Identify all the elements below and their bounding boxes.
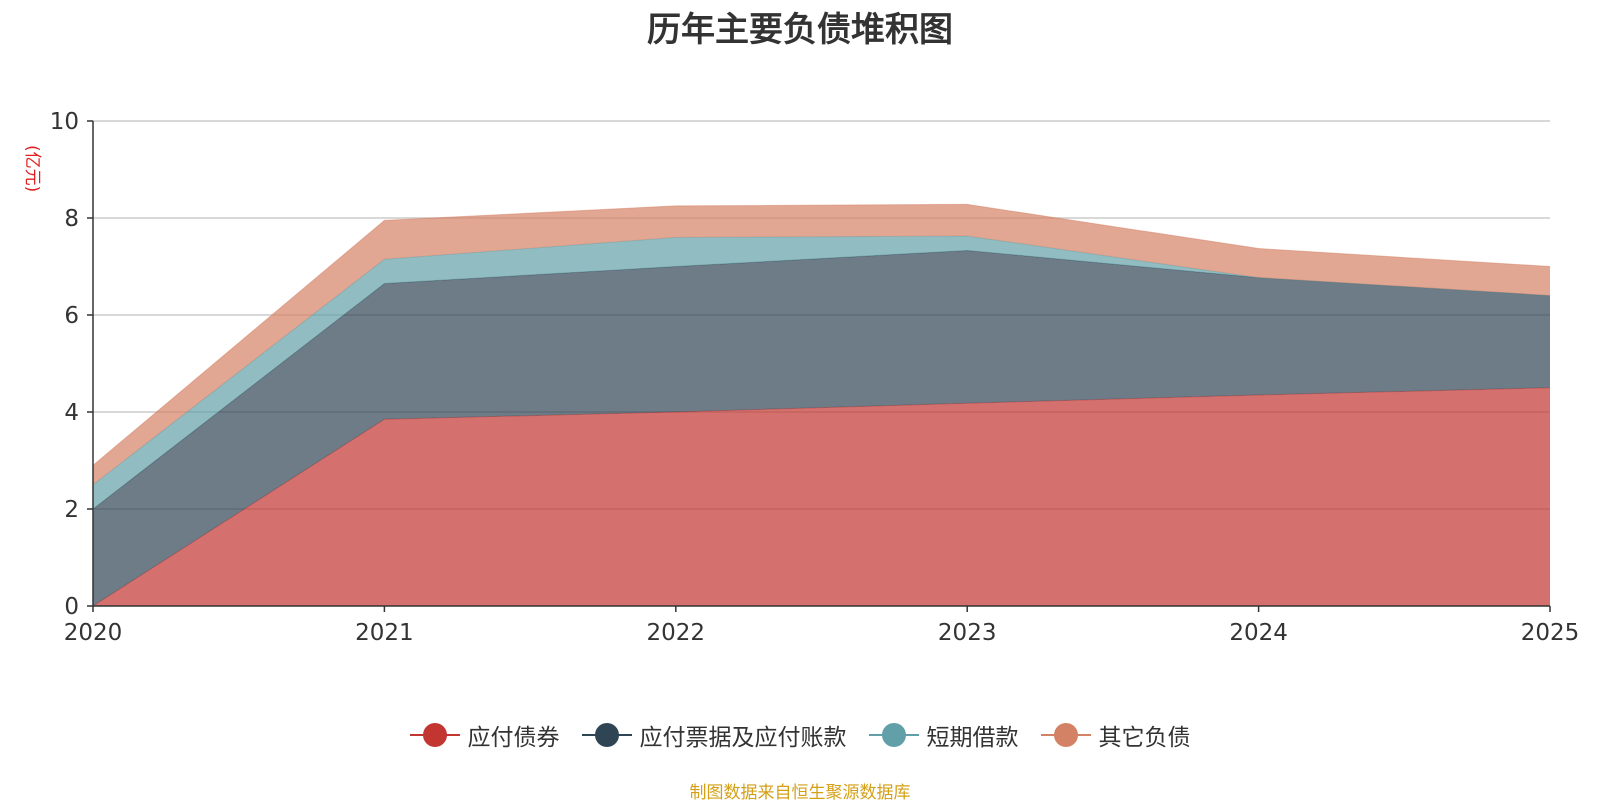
legend-label: 应付债券 [468, 718, 560, 752]
x-tick-label: 2024 [1229, 620, 1288, 646]
x-tick-label: 2023 [938, 620, 997, 646]
source-note: 制图数据来自恒生聚源数据库 [0, 786, 1600, 800]
x-tick-label: 2020 [64, 620, 123, 646]
legend-swatch-icon [1041, 723, 1091, 747]
legend-swatch-icon [869, 723, 919, 747]
x-tick-label: 2022 [647, 620, 706, 646]
y-tick-label: 8 [64, 206, 79, 232]
y-tick-label: 10 [50, 109, 79, 135]
legend-item[interactable]: 其它负债 [1041, 718, 1191, 752]
area-series [93, 204, 1550, 606]
x-tick-label: 2021 [355, 620, 414, 646]
legend-swatch-icon [582, 723, 632, 747]
legend-label: 应付票据及应付账款 [640, 718, 847, 752]
legend-label: 其它负债 [1099, 718, 1191, 752]
y-tick-label: 6 [64, 303, 79, 329]
y-tick-label: 2 [64, 497, 79, 523]
legend-label: 短期借款 [927, 718, 1019, 752]
y-tick-label: 0 [64, 594, 79, 620]
legend: 应付债券 应付票据及应付账款 短期借款 其它负债 [0, 718, 1600, 752]
x-tick-label: 2025 [1521, 620, 1580, 646]
legend-item[interactable]: 应付票据及应付账款 [582, 718, 847, 752]
y-tick-label: 4 [64, 400, 79, 426]
legend-swatch-icon [410, 723, 460, 747]
legend-item[interactable]: 短期借款 [869, 718, 1019, 752]
legend-item[interactable]: 应付债券 [410, 718, 560, 752]
